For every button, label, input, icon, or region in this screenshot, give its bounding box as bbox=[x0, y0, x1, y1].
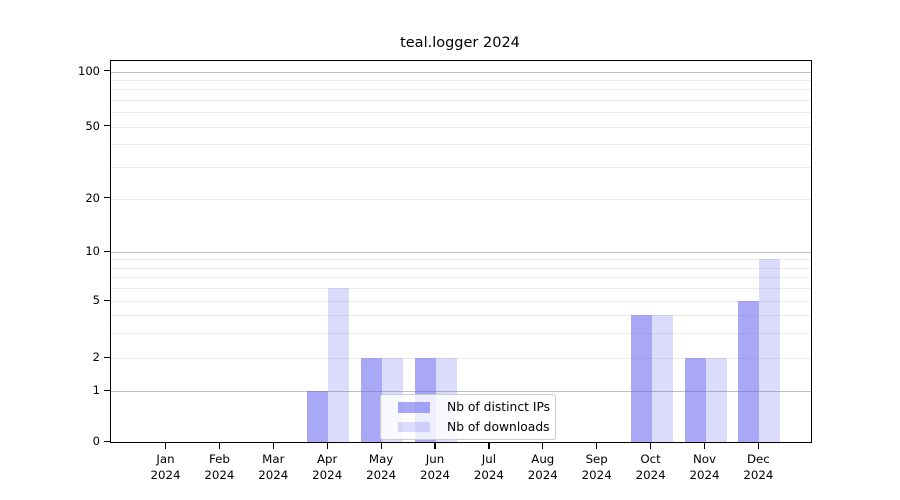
bar-downloads-nov bbox=[705, 358, 727, 442]
x-tick-mark-jan bbox=[164, 442, 167, 449]
gridline-9 bbox=[111, 259, 811, 261]
bar-distinct-ips-may bbox=[361, 358, 383, 442]
gridline-3 bbox=[111, 332, 811, 334]
gridline-30 bbox=[111, 166, 811, 168]
x-tick-label-dec: Dec 2024 bbox=[743, 452, 774, 482]
x-tick-mark-mar bbox=[272, 442, 274, 449]
x-tick-label-apr: Apr 2024 bbox=[312, 452, 343, 482]
x-tick-mark-feb bbox=[218, 442, 221, 449]
x-tick-label-jan: Jan 2024 bbox=[150, 452, 181, 482]
gridline-8 bbox=[111, 267, 811, 269]
y-tick-label-5: 5 bbox=[92, 293, 100, 307]
plot-area: Nb of distinct IPs Nb of downloads bbox=[110, 60, 812, 443]
gridline-1 bbox=[111, 391, 811, 392]
x-tick-label-feb: Feb 2024 bbox=[204, 452, 235, 482]
gridline-70 bbox=[111, 99, 811, 101]
x-tick-mark-nov bbox=[703, 442, 706, 449]
y-tick-label-20: 20 bbox=[85, 190, 100, 205]
x-tick-mark-jul bbox=[488, 442, 490, 449]
x-tick-mark-jun bbox=[434, 442, 436, 449]
x-tick-label-jun: Jun 2024 bbox=[419, 452, 451, 482]
bar-downloads-apr bbox=[328, 288, 350, 442]
x-tick-label-mar: Mar 2024 bbox=[258, 452, 289, 482]
x-tick-mark-apr bbox=[326, 442, 328, 449]
y-tick-label-50: 50 bbox=[85, 118, 100, 133]
gridline-10 bbox=[111, 252, 811, 253]
y-tick-mark-0 bbox=[104, 440, 110, 442]
gridline-100 bbox=[111, 71, 811, 73]
x-tick-label-sep: Sep 2024 bbox=[581, 452, 612, 482]
gridline-7 bbox=[111, 277, 811, 279]
y-tick-mark-20 bbox=[104, 197, 110, 199]
bar-distinct-ips-oct bbox=[630, 314, 652, 442]
y-tick-mark-50 bbox=[104, 125, 110, 127]
y-tick-label-10: 10 bbox=[85, 244, 100, 258]
x-tick-mark-may bbox=[380, 442, 382, 449]
x-tick-mark-dec bbox=[757, 442, 760, 449]
legend-swatch-distinct-ips bbox=[398, 402, 430, 413]
y-tick-mark-2 bbox=[104, 356, 110, 358]
x-tick-label-nov: Nov 2024 bbox=[689, 452, 720, 482]
x-tick-mark-sep bbox=[596, 442, 598, 449]
gridline-6 bbox=[111, 288, 811, 290]
gridline-40 bbox=[111, 144, 811, 146]
x-tick-mark-aug bbox=[542, 442, 544, 449]
y-tick-label-0: 0 bbox=[92, 434, 100, 448]
gridline-2 bbox=[111, 358, 811, 359]
bar-distinct-ips-dec bbox=[738, 301, 760, 442]
gridline-5 bbox=[111, 301, 811, 302]
legend: Nb of distinct IPs Nb of downloads bbox=[380, 394, 556, 440]
gridline-4 bbox=[111, 314, 811, 316]
x-tick-label-jul: Jul 2024 bbox=[473, 452, 504, 482]
bar-distinct-ips-apr bbox=[307, 391, 329, 442]
y-tick-label-2: 2 bbox=[92, 350, 100, 364]
bar-downloads-dec bbox=[759, 259, 781, 442]
legend-item: Nb of distinct IPs bbox=[381, 399, 555, 416]
gridline-50 bbox=[111, 126, 811, 128]
y-tick-mark-5 bbox=[104, 299, 110, 301]
bar-downloads-oct bbox=[651, 314, 673, 442]
legend-swatch-downloads bbox=[398, 421, 430, 432]
gridline-80 bbox=[111, 89, 811, 91]
y-tick-label-1: 1 bbox=[92, 383, 100, 397]
chart-title: teal.logger 2024 bbox=[400, 35, 520, 51]
legend-item: Nb of downloads bbox=[381, 419, 555, 436]
gridline-20 bbox=[111, 198, 811, 200]
y-tick-label-100: 100 bbox=[78, 63, 100, 78]
gridline-60 bbox=[111, 112, 811, 114]
x-tick-label-may: May 2024 bbox=[366, 452, 397, 482]
legend-item-label: Nb of downloads bbox=[447, 419, 550, 434]
y-tick-mark-10 bbox=[104, 250, 110, 252]
bar-distinct-ips-nov bbox=[684, 358, 706, 442]
y-tick-mark-100 bbox=[104, 70, 110, 72]
gridline-90 bbox=[111, 79, 811, 81]
x-tick-label-oct: Oct 2024 bbox=[635, 452, 666, 482]
legend-item-label: Nb of distinct IPs bbox=[447, 400, 551, 415]
x-tick-mark-oct bbox=[650, 442, 652, 449]
y-tick-mark-1 bbox=[104, 389, 110, 391]
x-tick-label-aug: Aug 2024 bbox=[527, 452, 558, 482]
